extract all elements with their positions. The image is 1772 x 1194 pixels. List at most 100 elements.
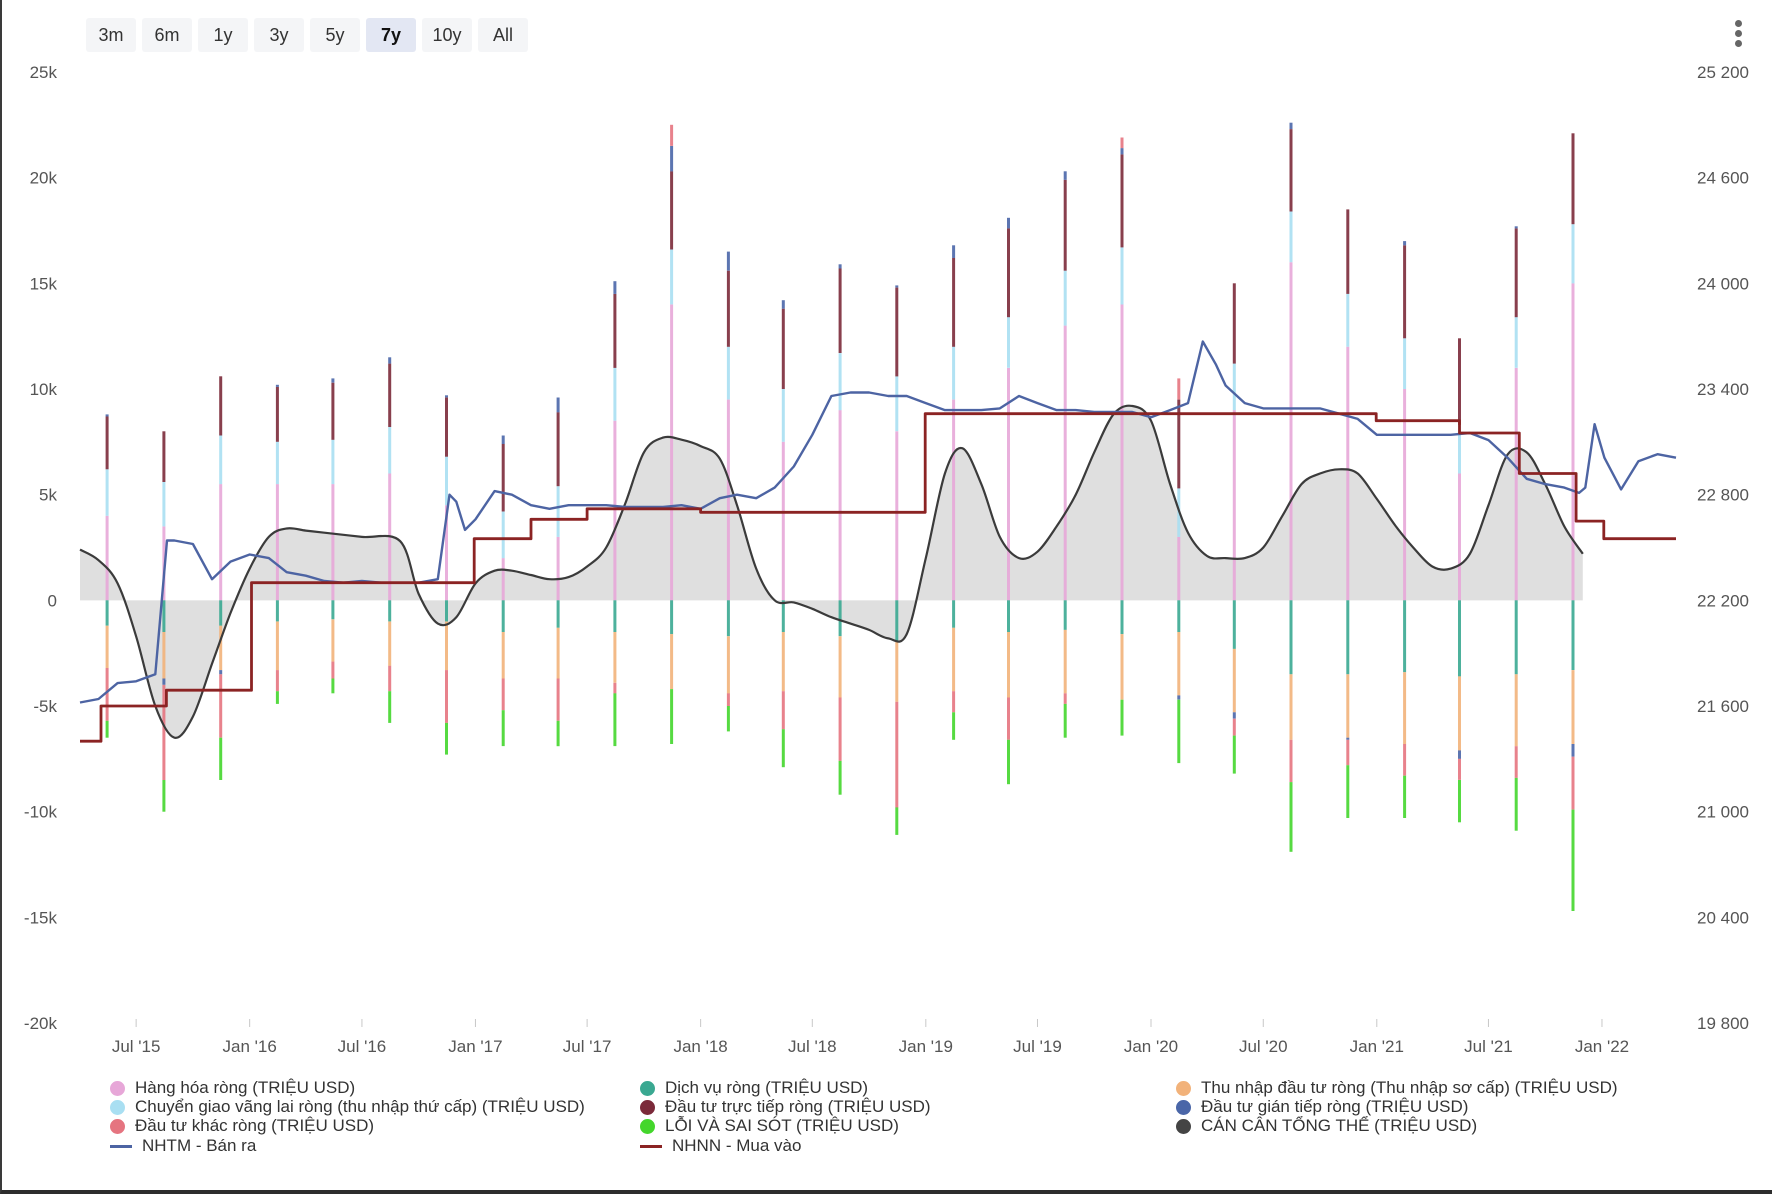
- bar-segment-0: [670, 304, 674, 601]
- range-button-6m[interactable]: 6m: [142, 18, 192, 52]
- y-right-tick-label: 21 000: [1697, 803, 1749, 822]
- bar-segment-7: [670, 689, 674, 744]
- bar-segment-6: [1007, 697, 1010, 740]
- bar-segment-3: [1120, 247, 1124, 305]
- bar-segment-1: [1403, 600, 1407, 673]
- bar-segment-1: [501, 600, 505, 632]
- bar-segment-6: [1063, 693, 1067, 704]
- bar-segment-2: [556, 627, 560, 679]
- legend-item[interactable]: NHTM - Bán ra: [110, 1136, 256, 1156]
- legend-item[interactable]: Chuyển giao vãng lai ròng (thu nhập thứ …: [110, 1097, 585, 1117]
- legend-label: Dịch vụ ròng (TRIỆU USD): [665, 1078, 869, 1097]
- range-button-7y[interactable]: 7y: [366, 18, 416, 52]
- legend-item[interactable]: NHNN - Mua vào: [640, 1136, 801, 1156]
- y-right-tick-label: 22 800: [1697, 486, 1749, 505]
- legend-item[interactable]: Hàng hóa ròng (TRIỆU USD): [110, 1078, 355, 1098]
- bar-segment-7: [219, 737, 223, 780]
- bar-segment-3: [1007, 317, 1010, 368]
- x-tick-label: Jul '20: [1239, 1037, 1288, 1056]
- bar-segment-6: [1403, 744, 1407, 776]
- bar-segment-1: [1120, 600, 1124, 635]
- bar-segment-7: [501, 710, 505, 747]
- y-left-tick-label: 25k: [30, 63, 58, 82]
- bar-segment-3: [670, 249, 674, 305]
- bar-segment-0: [1289, 262, 1293, 601]
- bar-segment-2: [1007, 632, 1010, 698]
- bar-segment-2: [331, 619, 335, 662]
- legend-item[interactable]: Đầu tư trực tiếp ròng (TRIỆU USD): [640, 1097, 931, 1117]
- bar-segment-3: [556, 486, 560, 537]
- bar-segment-3: [895, 376, 899, 432]
- bar-segment-5: [445, 395, 448, 398]
- bar-segment-5: [388, 357, 392, 364]
- bar-segment-4: [219, 376, 223, 436]
- bar-segment-4: [1120, 154, 1124, 248]
- bar-segment-0: [219, 484, 223, 601]
- bar-segment-4: [613, 293, 617, 368]
- bar-segment-7: [838, 760, 842, 795]
- range-button-10y[interactable]: 10y: [422, 18, 472, 52]
- bar-segment-0: [895, 431, 899, 601]
- legend-label: NHNN - Mua vào: [672, 1136, 802, 1155]
- bar-segment-4: [501, 443, 505, 512]
- bar-segment-2: [1289, 674, 1293, 740]
- legend-dot-icon: [640, 1080, 655, 1096]
- bar-segment-2: [162, 632, 166, 679]
- legend-item[interactable]: Dịch vụ ròng (TRIỆU USD): [640, 1078, 868, 1098]
- bar-segment-5: [1177, 695, 1181, 700]
- bar-segment-1: [331, 600, 335, 620]
- y-right-tick-label: 19 800: [1697, 1014, 1749, 1033]
- range-button-all[interactable]: All: [478, 18, 528, 52]
- bar-segment-3: [219, 435, 223, 485]
- bar-segment-5: [726, 251, 730, 271]
- bar-segment-1: [838, 600, 842, 637]
- kebab-menu-icon[interactable]: [1726, 18, 1750, 52]
- legend-item[interactable]: Đầu tư gián tiếp ròng (TRIỆU USD): [1176, 1097, 1468, 1117]
- bar-segment-3: [781, 389, 785, 442]
- bar-segment-6: [1232, 718, 1236, 736]
- bar-segment-4: [1232, 283, 1236, 364]
- bar-segment-4: [952, 258, 956, 347]
- bar-segment-6: [219, 674, 223, 738]
- legend-item[interactable]: Đầu tư khác ròng (TRIỆU USD): [110, 1116, 374, 1136]
- range-button-3y[interactable]: 3y: [254, 18, 304, 52]
- bar-segment-5: [331, 378, 335, 383]
- bar-segment-1: [1571, 600, 1575, 670]
- x-tick-label: Jan '17: [448, 1037, 502, 1056]
- bar-segment-3: [1571, 224, 1575, 284]
- bar-segment-5: [1007, 217, 1010, 229]
- x-tick-label: Jul '21: [1464, 1037, 1513, 1056]
- bar-segment-3: [162, 482, 166, 527]
- legend-item[interactable]: CÁN CÂN TỔNG THỂ (TRIỆU USD): [1176, 1116, 1477, 1136]
- bar-segment-1: [1007, 600, 1010, 632]
- bar-segment-2: [952, 627, 956, 692]
- bar-segment-4: [331, 382, 335, 440]
- bar-segment-1: [1458, 600, 1461, 677]
- bar-segment-3: [331, 439, 335, 485]
- legend-line-icon: [640, 1144, 662, 1148]
- legend-item[interactable]: Thu nhập đầu tư ròng (Thu nhập sơ cấp) (…: [1176, 1078, 1618, 1098]
- bar-segment-2: [275, 621, 279, 671]
- bar-segment-3: [445, 456, 448, 506]
- range-button-5y[interactable]: 5y: [310, 18, 360, 52]
- range-button-3m[interactable]: 3m: [86, 18, 136, 52]
- bar-segment-1: [275, 600, 279, 622]
- bar-segment-3: [838, 353, 842, 411]
- legend-label: Đầu tư khác ròng (TRIỆU USD): [135, 1116, 375, 1135]
- legend-item[interactable]: LỖI VÀ SAI SÓT (TRIỆU USD): [640, 1116, 899, 1136]
- range-button-1y[interactable]: 1y: [198, 18, 248, 52]
- bar-segment-4: [1007, 228, 1010, 318]
- y-right-tick-label: 24 600: [1697, 169, 1749, 188]
- legend-dot-icon: [110, 1118, 125, 1134]
- bar-segment-0: [501, 558, 505, 601]
- bar-segment-2: [1514, 674, 1518, 747]
- legend-label: Đầu tư gián tiếp ròng (TRIỆU USD): [1201, 1097, 1469, 1116]
- bar-segment-7: [613, 693, 617, 747]
- bar-segment-0: [1403, 389, 1407, 601]
- bar-segment-6: [275, 670, 279, 692]
- bar-segment-7: [1458, 780, 1461, 823]
- bar-segment-7: [445, 722, 448, 755]
- x-tick-label: Jan '18: [673, 1037, 727, 1056]
- bar-segment-2: [1063, 629, 1067, 694]
- bar-segment-2: [838, 636, 842, 698]
